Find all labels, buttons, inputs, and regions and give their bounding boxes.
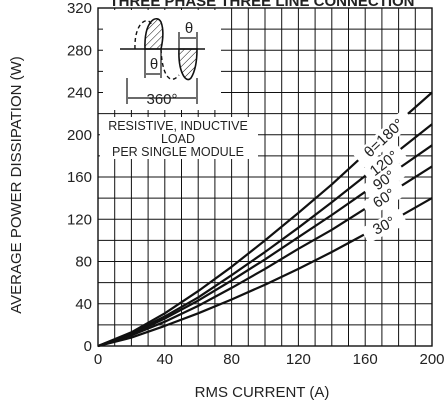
theta-top-label: θ	[185, 20, 193, 37]
note-background	[100, 117, 258, 159]
y-axis-label: AVERAGE POWER DISSIPATION (W)	[8, 56, 25, 314]
x-tick-label: 160	[353, 351, 378, 368]
x-tick-label: 80	[223, 351, 240, 368]
series-label-background	[361, 143, 407, 184]
negative-hatched-half-wave-icon	[178, 48, 198, 81]
period-label: 360°	[146, 91, 177, 108]
y-tick-label: 200	[67, 127, 92, 144]
series-labels: θ=180°120°90°60°30°	[353, 108, 415, 244]
y-tick-label: 320	[67, 0, 92, 17]
load-note-line-3: PER SINGLE MODULE	[112, 145, 244, 159]
x-tick-label: 200	[419, 351, 444, 368]
load-note-line-2: LOAD	[161, 132, 195, 146]
series-label-background	[353, 108, 415, 168]
y-tick-label: 40	[75, 296, 92, 313]
x-tick-label: 40	[156, 351, 173, 368]
x-tick-label: 120	[286, 351, 311, 368]
chart-title: THREE PHASE THREE LINE CONNECTION	[109, 0, 414, 10]
series-label-background	[361, 179, 408, 218]
load-note-line-1: RESISTIVE, INDUCTIVE	[108, 119, 248, 133]
waveform-inset: θ θ 360° RESISTIVE, INDUCTIVE LOAD PER S…	[100, 10, 258, 159]
x-tick-labels: 0 40 80 120 160 200	[94, 351, 445, 368]
y-tick-labels: 0 40 80 120 160 200 240 280 320	[67, 0, 92, 355]
y-tick-label: 120	[67, 211, 92, 228]
series-label-background	[361, 161, 408, 201]
positive-hatched-half-wave-icon	[144, 17, 164, 50]
x-axis-label: RMS CURRENT (A)	[195, 384, 330, 401]
y-tick-label: 240	[67, 85, 92, 102]
y-tick-label: 160	[67, 169, 92, 186]
grid-lines	[98, 8, 432, 346]
y-tick-label: 280	[67, 42, 92, 59]
y-tick-label: 0	[84, 338, 92, 355]
series-label-background	[360, 208, 408, 244]
y-tick-label: 80	[75, 254, 92, 271]
theta-bottom-label: θ	[150, 56, 158, 73]
plot-frame	[97, 7, 433, 347]
x-tick-label: 0	[94, 351, 102, 368]
